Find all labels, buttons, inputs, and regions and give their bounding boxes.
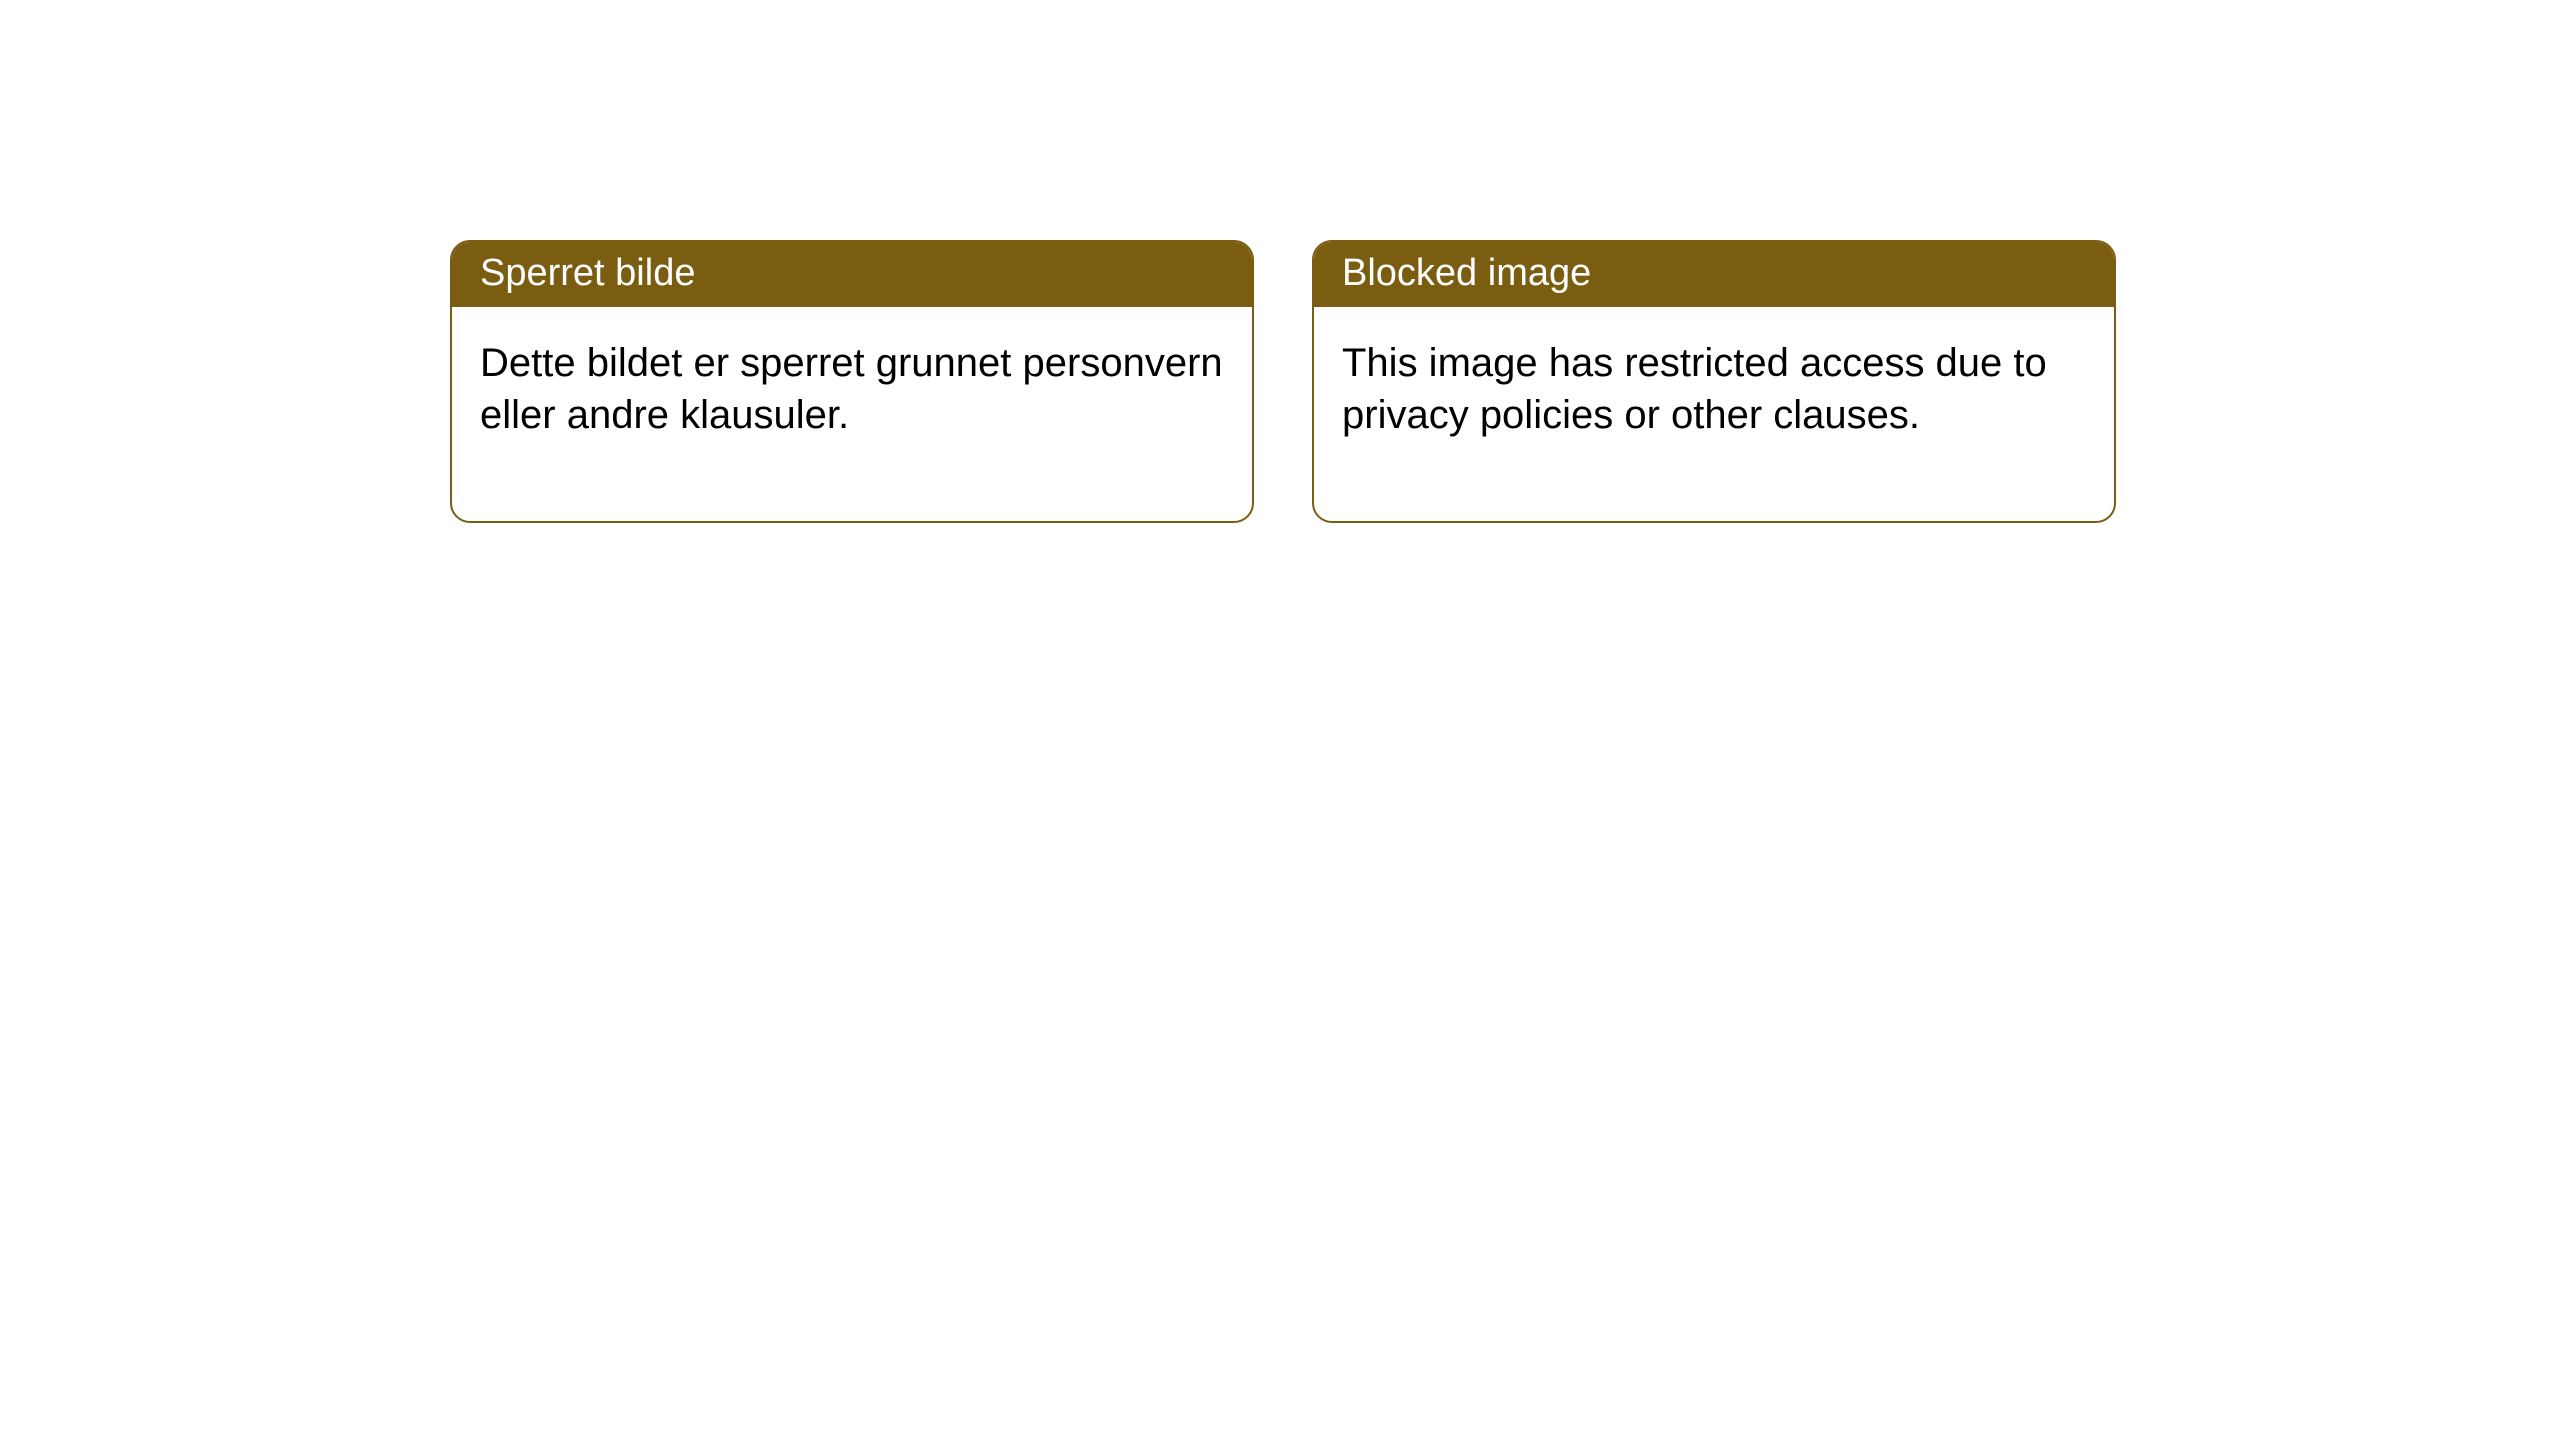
notice-card-norwegian: Sperret bilde Dette bildet er sperret gr…	[450, 240, 1254, 523]
notice-container: Sperret bilde Dette bildet er sperret gr…	[450, 240, 2116, 523]
notice-title: Sperret bilde	[480, 252, 695, 294]
notice-body: Dette bildet er sperret grunnet personve…	[452, 307, 1252, 521]
notice-body: This image has restricted access due to …	[1314, 307, 2114, 521]
notice-title: Blocked image	[1342, 252, 1591, 294]
notice-body-text: Dette bildet er sperret grunnet personve…	[480, 341, 1223, 437]
notice-card-english: Blocked image This image has restricted …	[1312, 240, 2116, 523]
notice-header: Sperret bilde	[452, 242, 1252, 307]
notice-header: Blocked image	[1314, 242, 2114, 307]
notice-body-text: This image has restricted access due to …	[1342, 341, 2047, 437]
